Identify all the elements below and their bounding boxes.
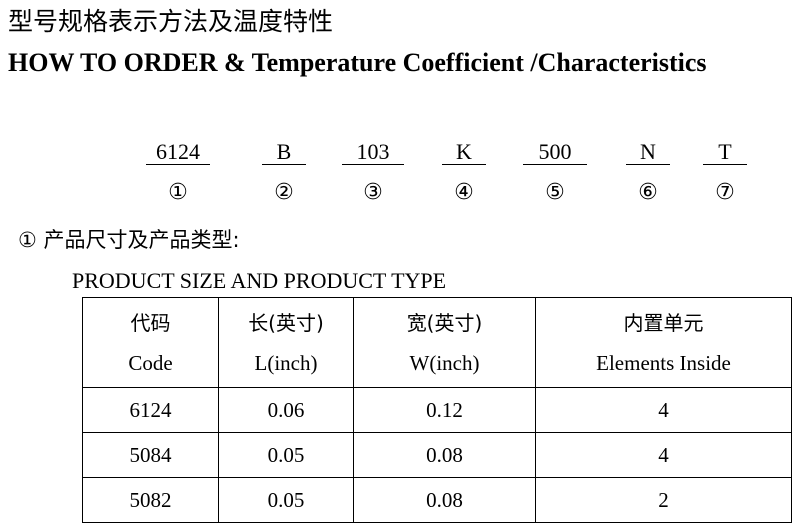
- table-row: 5084 0.05 0.08 4: [82, 432, 792, 478]
- header-width: 宽(英寸) W(inch): [353, 297, 536, 388]
- header-length: 长(英寸) L(inch): [218, 297, 354, 388]
- code-number-7: ⑦: [715, 180, 735, 205]
- code-part-termination: N: [626, 140, 670, 165]
- code-number-4: ④: [454, 180, 474, 205]
- code-part-voltage: 500: [523, 140, 587, 165]
- code-part-packaging: T: [703, 140, 747, 165]
- product-size-table: 代码 Code 长(英寸) L(inch) 宽(英寸) W(inch) 内置单元 Ele…: [82, 297, 792, 523]
- table-header-row: 代码 Code 长(英寸) L(inch) 宽(英寸) W(inch) 内置单元 Ele…: [82, 297, 792, 388]
- code-number-5: ⑤: [545, 180, 565, 205]
- code-number-3: ③: [363, 180, 383, 205]
- code-part-type: B: [262, 140, 306, 165]
- code-number-2: ②: [274, 180, 294, 205]
- code-number-1: ①: [168, 180, 188, 205]
- section-subheading: PRODUCT SIZE AND PRODUCT TYPE: [72, 268, 447, 293]
- header-elements: 内置单元 Elements Inside: [535, 297, 792, 388]
- code-part-size: 6124: [146, 140, 210, 165]
- header-code: 代码 Code: [82, 297, 219, 388]
- code-part-capacitance: 103: [342, 140, 404, 165]
- table-row: 6124 0.06 0.12 4: [82, 387, 792, 433]
- section-heading: ① 产品尺寸及产品类型:: [18, 228, 240, 252]
- table-row: 5082 0.05 0.08 2: [82, 477, 792, 523]
- title-english: HOW TO ORDER & Temperature Coefficient /…: [8, 48, 707, 77]
- code-number-6: ⑥: [638, 180, 658, 205]
- title-chinese: 型号规格表示方法及温度特性: [8, 7, 334, 36]
- code-part-tolerance: K: [442, 140, 486, 165]
